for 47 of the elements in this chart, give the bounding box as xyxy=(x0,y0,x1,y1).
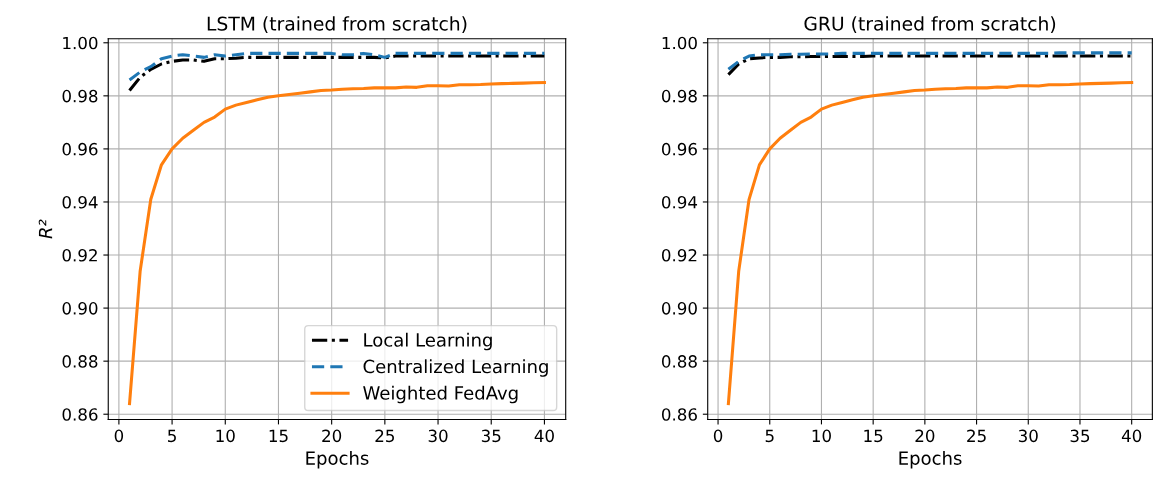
y-tick-label: 1.00 xyxy=(63,36,98,50)
y-tick-label: 0.96 xyxy=(661,142,697,156)
y-tick-label: 0.88 xyxy=(62,355,98,368)
x-tick-label: 40 xyxy=(534,429,554,443)
line-series xyxy=(128,54,546,93)
x-axis-title: Epochs xyxy=(899,450,962,469)
y-axis-title: R² xyxy=(38,219,53,239)
y-tick-label: 0.98 xyxy=(661,89,697,103)
x-tick-label: 30 xyxy=(428,429,448,443)
y-tick-label: 0.88 xyxy=(661,355,697,368)
x-axis-title: Epochs xyxy=(306,450,369,469)
line-series xyxy=(128,51,546,82)
line-series xyxy=(128,81,546,406)
line-series xyxy=(726,81,1134,406)
legend-label: Local Learning xyxy=(364,332,492,351)
line-series xyxy=(726,51,1134,71)
y-tick-label: 0.94 xyxy=(661,195,698,209)
y-tick-label: 0.92 xyxy=(661,248,697,262)
x-tick-label: 35 xyxy=(1070,429,1090,443)
x-tick-label: 15 xyxy=(269,429,288,443)
x-tick-label: 25 xyxy=(375,429,394,443)
y-tick-label: 0.86 xyxy=(62,408,98,421)
x-tick-label: 0 xyxy=(114,429,124,443)
x-tick-label: 20 xyxy=(915,429,935,443)
y-tick-label: 0.96 xyxy=(62,142,98,156)
x-tick-label: 5 xyxy=(168,429,176,443)
y-tick-label: 0.98 xyxy=(62,89,98,103)
x-tick-label: 40 xyxy=(1121,429,1142,443)
y-tick-label: 0.90 xyxy=(62,302,98,315)
x-tick-label: 5 xyxy=(765,429,774,443)
legend-label: Weighted FedAvg xyxy=(363,385,518,404)
y-tick-label: 1.00 xyxy=(662,36,697,50)
x-tick-label: 10 xyxy=(812,429,831,443)
x-tick-label: 20 xyxy=(322,429,342,443)
x-tick-label: 0 xyxy=(713,429,723,443)
y-tick-label: 0.86 xyxy=(661,408,697,421)
legend-label: Centralized Learning xyxy=(363,359,548,377)
y-tick-label: 0.92 xyxy=(62,248,97,262)
chart-title: LSTM (trained from scratch) xyxy=(207,16,467,33)
chart-title: GRU (trained from scratch) xyxy=(804,16,1056,33)
x-tick-label: 35 xyxy=(481,429,501,443)
x-tick-label: 15 xyxy=(864,429,883,443)
y-tick-label: 0.90 xyxy=(661,302,697,315)
x-tick-label: 30 xyxy=(1018,429,1038,443)
x-tick-label: 10 xyxy=(216,429,235,443)
y-tick-label: 0.94 xyxy=(62,195,98,209)
x-tick-label: 25 xyxy=(967,429,986,443)
